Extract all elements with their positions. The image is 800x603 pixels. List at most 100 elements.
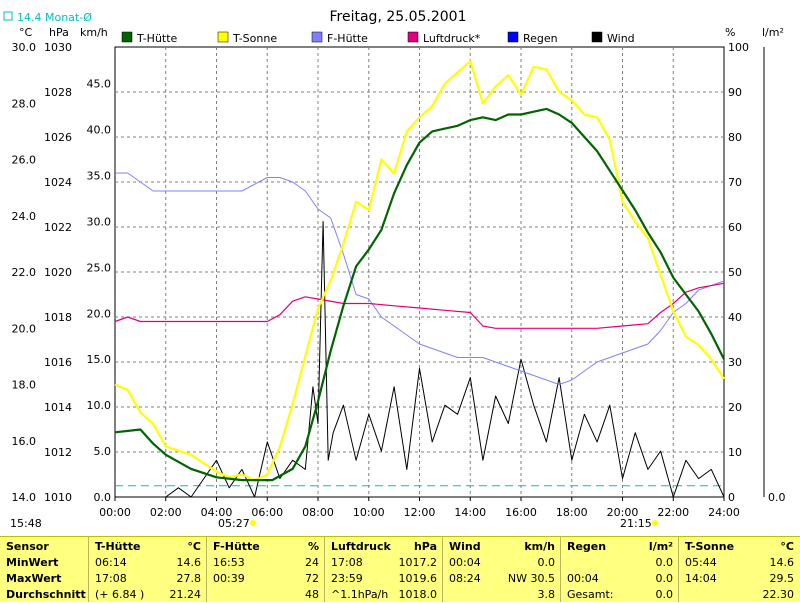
- pressure-tick-label: 1024: [44, 176, 72, 189]
- min-value: 14.6: [176, 556, 202, 569]
- wind-tick-label: 20.0: [87, 307, 112, 320]
- x-tick-label: 00:00: [99, 506, 131, 519]
- min-time: 17:08: [331, 556, 363, 569]
- humidity-tick-label: 100: [728, 41, 749, 54]
- temp-tick-label: 20.0: [12, 322, 37, 335]
- col-name: T-Sonne: [685, 540, 735, 553]
- wind-tick-label: 5.0: [94, 445, 112, 458]
- temp-tick-label: 22.0: [12, 266, 37, 279]
- humidity-tick-label: 40: [728, 311, 742, 324]
- chart-title: Freitag, 25.05.2001: [330, 9, 467, 25]
- max-value: 0.0: [655, 572, 674, 585]
- min-value: 0.0: [655, 556, 674, 569]
- col-name: F-Hütte: [213, 540, 260, 553]
- x-tick-label: 14:00: [454, 506, 486, 519]
- legend-swatch: [217, 31, 229, 43]
- max-time: 23:59: [331, 572, 363, 585]
- wind-tick-label: 35.0: [87, 170, 112, 183]
- x-tick-label: 02:00: [150, 506, 182, 519]
- wind-tick-label: 45.0: [87, 78, 112, 91]
- max-time: 00:39: [213, 572, 245, 585]
- temp-tick-label: 30.0: [12, 41, 37, 54]
- min-value: 24: [305, 556, 319, 569]
- x-tick-label: 20:00: [607, 506, 639, 519]
- rain-unit-label: l/m²: [762, 26, 784, 39]
- summary-col-t-sonne: T-Sonne °C 05:44 14.6 14:04 29.5 22.30: [678, 537, 800, 602]
- temp-tick-label: 28.0: [12, 97, 37, 110]
- min-time: 06:14: [95, 556, 127, 569]
- series-line-wind: [115, 221, 725, 498]
- pressure-tick-label: 1010: [44, 491, 72, 504]
- summary-col-f-huette: F-Hütte% 16:53 24 00:39 72 48: [206, 537, 325, 602]
- x-tick-label: 06:00: [251, 506, 283, 519]
- wind-tick-label: 10.0: [87, 399, 112, 412]
- col-unit: °C: [187, 540, 201, 553]
- summary-col-luftdruck: Luftdruck hPa 17:08 1017.2 23:59 1019.6 ^1.…: [324, 537, 443, 602]
- min-time: 05:44: [685, 556, 717, 569]
- col-unit: °C: [780, 540, 794, 553]
- humidity-tick-label: 20: [728, 401, 742, 414]
- monthly-avg-marker: [3, 11, 13, 21]
- max-value: 72: [305, 572, 319, 585]
- legend-label: Wind: [607, 32, 635, 45]
- legend-label: F-Hütte: [327, 32, 368, 45]
- sunrise-marker: [250, 520, 256, 526]
- avg-value: 0.0: [655, 588, 674, 601]
- wind-tick-label: 0.0: [94, 491, 112, 504]
- pressure-tick-label: 1026: [44, 131, 72, 144]
- min-value: 14.6: [769, 556, 795, 569]
- row-label-avg: Durchschnitt: [6, 588, 86, 601]
- legend-swatch: [311, 31, 323, 43]
- avg-note: (+ 6.84 ): [95, 588, 145, 601]
- legend-swatch: [121, 31, 133, 43]
- min-time: 16:53: [213, 556, 245, 569]
- humidity-unit-label: %: [725, 26, 735, 39]
- temp-tick-label: 18.0: [12, 379, 37, 392]
- weather-chart: 14.016.018.020.022.024.026.028.030.01010…: [3, 9, 786, 530]
- x-tick-label: 10:00: [353, 506, 385, 519]
- temp-tick-label: 16.0: [12, 435, 37, 448]
- pressure-tick-label: 1012: [44, 446, 72, 459]
- legend-label: Luftdruck*: [423, 32, 481, 45]
- x-tick-label: 12:00: [404, 506, 436, 519]
- summary-col-regen: Regen l/m² 0.0 00:04 0.0 Gesamt: 0.0: [560, 537, 679, 602]
- avg-note: ^1.1hPa/h: [331, 588, 389, 601]
- legend-swatch: [591, 31, 603, 43]
- x-tick-label: 22:00: [657, 506, 689, 519]
- avg-value: 21.24: [169, 588, 202, 601]
- legend-swatch: [507, 31, 519, 43]
- avg-value: 22.30: [762, 588, 795, 601]
- temp-unit-label: °C: [19, 26, 33, 39]
- series-line-f-huette: [115, 172, 725, 385]
- pressure-tick-label: 1016: [44, 356, 72, 369]
- pressure-tick-label: 1020: [44, 266, 72, 279]
- max-value: 29.5: [769, 572, 795, 585]
- wind-tick-label: 40.0: [87, 124, 112, 137]
- avg-value: 3.8: [537, 588, 556, 601]
- sunset-marker: [652, 520, 658, 526]
- x-tick-label: 24:00: [708, 506, 740, 519]
- start-time-label: 15:48: [10, 517, 42, 530]
- wind-tick-label: 15.0: [87, 353, 112, 366]
- avg-value: 1018.0: [398, 588, 438, 601]
- pressure-unit-label: hPa: [49, 26, 69, 39]
- max-time: 08:24: [449, 572, 481, 585]
- x-tick-label: 04:00: [201, 506, 233, 519]
- col-unit: km/h: [524, 540, 555, 553]
- col-name: Regen: [567, 540, 607, 553]
- summary-col-wind: Wind km/h 00:04 0.0 08:24 NW 30.5 3.8: [442, 537, 561, 602]
- summary-row-labels: Sensor MinWert MaxWert Durchschnitt: [0, 537, 88, 602]
- humidity-tick-label: 30: [728, 356, 742, 369]
- pressure-tick-label: 1030: [44, 41, 72, 54]
- humidity-tick-label: 70: [728, 176, 742, 189]
- max-value: NW 30.5: [507, 572, 555, 585]
- monthly-avg-label: 14.4 Monat-Ø: [17, 11, 92, 24]
- col-name: Luftdruck: [331, 540, 391, 553]
- summary-table: Sensor MinWert MaxWert Durchschnitt T-Hü…: [0, 536, 800, 602]
- row-label-sensor: Sensor: [6, 540, 49, 553]
- max-time: 14:04: [685, 572, 717, 585]
- legend-label: T-Sonne: [232, 32, 277, 45]
- max-value: 27.8: [176, 572, 202, 585]
- avg-note: Gesamt:: [567, 588, 614, 601]
- max-time: 17:08: [95, 572, 127, 585]
